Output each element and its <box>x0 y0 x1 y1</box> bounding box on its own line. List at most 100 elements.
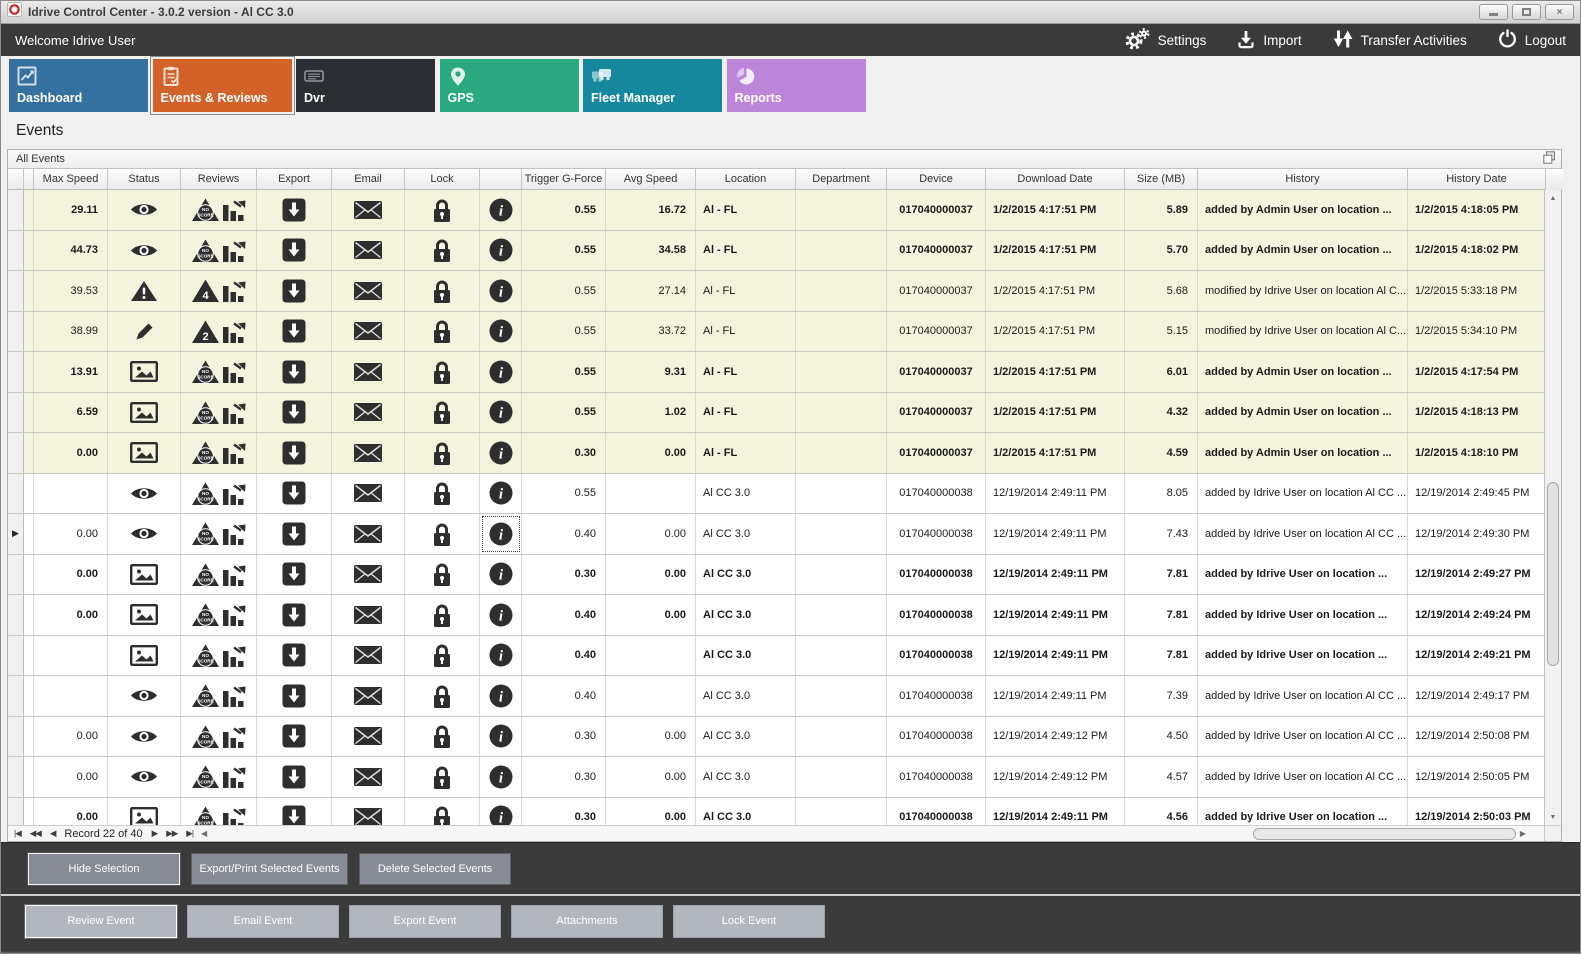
lock-event-button[interactable]: Lock Event <box>673 904 825 938</box>
review-score-icon[interactable]: NO SCORE <box>181 190 257 230</box>
email-icon[interactable] <box>332 352 405 392</box>
export-icon[interactable] <box>257 271 332 311</box>
column-header-8[interactable] <box>480 169 522 189</box>
email-icon[interactable] <box>332 433 405 473</box>
export-icon[interactable] <box>257 797 332 825</box>
column-header-reviews[interactable]: Reviews <box>181 169 257 189</box>
scroll-left-icon[interactable]: ◀ <box>201 829 208 838</box>
export-print-selected-button[interactable]: Export/Print Selected Events <box>191 852 348 885</box>
export-icon[interactable] <box>257 554 332 594</box>
minimize-button[interactable] <box>1479 4 1508 20</box>
email-icon[interactable] <box>332 271 405 311</box>
export-icon[interactable] <box>257 473 332 513</box>
export-icon[interactable] <box>257 433 332 473</box>
lock-icon[interactable] <box>405 676 480 716</box>
lock-icon[interactable] <box>405 392 480 432</box>
info-icon[interactable]: i <box>480 676 522 716</box>
info-icon[interactable]: i <box>480 635 522 675</box>
column-header-export[interactable]: Export <box>257 169 332 189</box>
column-header-size-mb-[interactable]: Size (MB) <box>1125 169 1198 189</box>
review-score-icon[interactable]: 2 <box>181 311 257 351</box>
review-score-icon[interactable]: NO SCORE <box>181 757 257 797</box>
first-record-button[interactable]: |◀ <box>14 828 22 838</box>
attachments-button[interactable]: Attachments <box>511 904 663 938</box>
export-icon[interactable] <box>257 311 332 351</box>
review-score-icon[interactable]: NO SCORE <box>181 635 257 675</box>
import-button[interactable]: Import <box>1236 29 1302 52</box>
next-page-button[interactable]: ▶▶ <box>166 828 178 838</box>
export-icon[interactable] <box>257 230 332 270</box>
close-button[interactable]: × <box>1545 4 1574 20</box>
lock-icon[interactable] <box>405 271 480 311</box>
info-icon[interactable]: i <box>480 230 522 270</box>
delete-selected-button[interactable]: Delete Selected Events <box>359 852 511 885</box>
export-icon[interactable] <box>257 757 332 797</box>
email-icon[interactable] <box>332 473 405 513</box>
next-record-button[interactable]: ▶ <box>151 828 158 838</box>
email-icon[interactable] <box>332 190 405 230</box>
email-icon[interactable] <box>332 595 405 635</box>
lock-icon[interactable] <box>405 595 480 635</box>
review-score-icon[interactable]: NO SCORE <box>181 716 257 756</box>
info-icon[interactable]: i <box>480 757 522 797</box>
settings-button[interactable]: Settings <box>1124 27 1206 53</box>
review-score-icon[interactable]: NO SCORE <box>181 392 257 432</box>
review-event-button[interactable]: Review Event <box>25 904 177 938</box>
review-score-icon[interactable]: NO SCORE <box>181 230 257 270</box>
info-icon[interactable]: i <box>480 797 522 825</box>
review-score-icon[interactable]: NO SCORE <box>181 433 257 473</box>
scroll-right-icon[interactable]: ▶ <box>1519 829 1526 838</box>
info-icon[interactable]: i <box>480 554 522 594</box>
review-score-icon[interactable]: 4 <box>181 271 257 311</box>
review-score-icon[interactable]: NO SCORE <box>181 554 257 594</box>
review-score-icon[interactable]: NO SCORE <box>181 352 257 392</box>
info-icon[interactable]: i <box>480 190 522 230</box>
email-icon[interactable] <box>332 392 405 432</box>
column-header-download-date[interactable]: Download Date <box>986 169 1125 189</box>
export-icon[interactable] <box>257 595 332 635</box>
email-icon[interactable] <box>332 635 405 675</box>
review-score-icon[interactable]: NO SCORE <box>181 797 257 825</box>
info-icon[interactable]: i <box>480 392 522 432</box>
review-score-icon[interactable]: NO SCORE <box>181 595 257 635</box>
info-icon[interactable]: i <box>480 595 522 635</box>
email-icon[interactable] <box>332 230 405 270</box>
info-icon[interactable]: i <box>480 514 522 554</box>
email-icon[interactable] <box>332 676 405 716</box>
lock-icon[interactable] <box>405 473 480 513</box>
tab-dashboard[interactable]: Dashboard <box>9 59 148 112</box>
prev-page-button[interactable]: ◀◀ <box>29 828 42 838</box>
tab-gps[interactable]: GPS <box>439 59 579 112</box>
lock-icon[interactable] <box>405 311 480 351</box>
column-header-avg-speed[interactable]: Avg Speed <box>606 169 696 189</box>
email-icon[interactable] <box>332 716 405 756</box>
info-icon[interactable]: i <box>480 271 522 311</box>
lock-icon[interactable] <box>405 352 480 392</box>
email-icon[interactable] <box>332 514 405 554</box>
column-header-1[interactable] <box>24 169 34 189</box>
last-record-button[interactable]: ▶| <box>186 828 194 838</box>
review-score-icon[interactable]: NO SCORE <box>181 473 257 513</box>
column-header-email[interactable]: Email <box>332 169 405 189</box>
column-header-department[interactable]: Department <box>796 169 887 189</box>
column-header-status[interactable]: Status <box>108 169 181 189</box>
email-icon[interactable] <box>332 554 405 594</box>
email-icon[interactable] <box>332 757 405 797</box>
info-icon[interactable]: i <box>480 433 522 473</box>
lock-icon[interactable] <box>405 797 480 825</box>
export-icon[interactable] <box>257 190 332 230</box>
vertical-scroll-thumb[interactable] <box>1547 482 1560 667</box>
horizontal-scroll-thumb[interactable] <box>1253 827 1516 840</box>
